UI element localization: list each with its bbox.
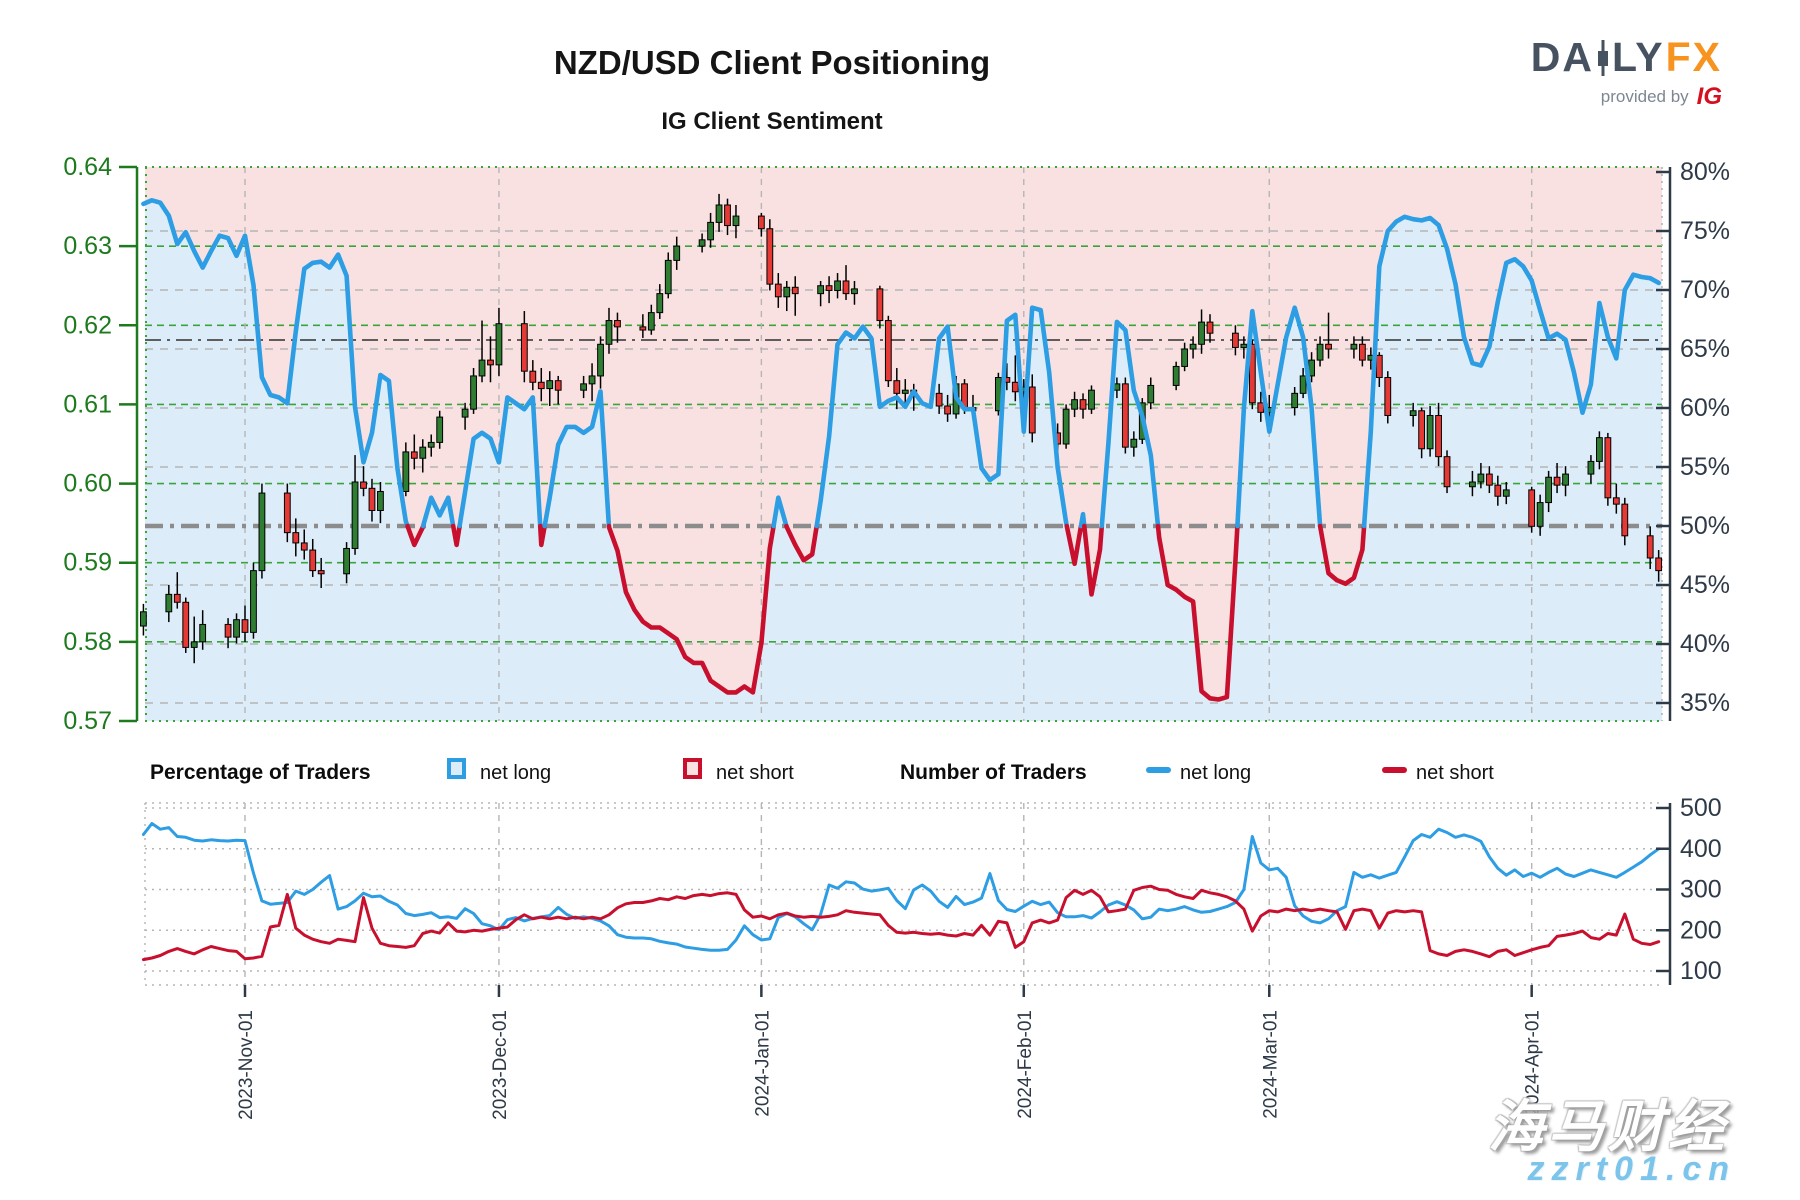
main-chart-background: [145, 167, 1662, 722]
svg-text:0.62: 0.62: [63, 311, 112, 339]
svg-text:2023-Dec-01: 2023-Dec-01: [490, 1010, 511, 1120]
legend-pct-netshort-swatch-icon: [683, 758, 702, 779]
num-netlong-line: [141, 822, 1661, 952]
svg-text:35%: 35%: [1680, 689, 1730, 717]
svg-text:40%: 40%: [1680, 630, 1730, 658]
legend-num-netlong-swatch-icon: [1146, 767, 1171, 773]
svg-text:55%: 55%: [1680, 453, 1730, 481]
svg-text:0.57: 0.57: [63, 707, 112, 735]
svg-text:500: 500: [1680, 794, 1722, 822]
svg-text:0.60: 0.60: [63, 470, 112, 498]
svg-text:2024-Jan-01: 2024-Jan-01: [752, 1010, 773, 1117]
page-title: NZD/USD Client Positioning: [553, 44, 991, 81]
legend-num-netlong-label: net long: [1180, 762, 1252, 784]
svg-text:2024-Apr-01: 2024-Apr-01: [1523, 1010, 1544, 1116]
legend-num-netshort-swatch-icon: [1382, 767, 1407, 773]
svg-text:2024-Mar-01: 2024-Mar-01: [1260, 1010, 1281, 1119]
watermark-cn: 海马财经: [1488, 1095, 1728, 1158]
logo-text-ly: LY: [1611, 34, 1665, 80]
logo-candlestick-icon: [1595, 37, 1611, 79]
net-long-pct-line: [141, 198, 1661, 702]
svg-text:45%: 45%: [1680, 571, 1730, 599]
logo-provided-by: provided by: [1600, 87, 1689, 106]
lower-chart: [141, 802, 1662, 986]
legend-pct-title: Percentage of Traders: [150, 761, 371, 784]
page-subtitle: IG Client Sentiment: [661, 108, 883, 135]
candlesticks: [140, 193, 1663, 664]
svg-text:400: 400: [1680, 835, 1722, 863]
watermark-url: zzrt01.cn: [1527, 1150, 1736, 1188]
svg-text:65%: 65%: [1680, 335, 1730, 363]
svg-text:2023-Nov-01: 2023-Nov-01: [236, 1010, 257, 1120]
legend-pct-netshort-label: net short: [716, 762, 794, 784]
svg-text:75%: 75%: [1680, 217, 1730, 245]
svg-text:0.58: 0.58: [63, 628, 112, 656]
svg-text:0.63: 0.63: [63, 232, 112, 260]
reference-lines: [145, 339, 1662, 529]
logo-text-da: DA: [1530, 34, 1594, 80]
dailyfx-logo: DA LY FX provided by IG: [1531, 34, 1722, 111]
svg-text:200: 200: [1680, 916, 1722, 944]
svg-text:50%: 50%: [1680, 512, 1730, 540]
legend-num-title: Number of Traders: [900, 761, 1087, 784]
svg-text:100: 100: [1680, 957, 1722, 985]
logo-text-fx: FX: [1665, 34, 1722, 80]
num-netshort-line: [141, 884, 1661, 962]
svg-text:70%: 70%: [1680, 276, 1730, 304]
price-axis-left: 0.64 0.63 0.62 0.61 0.60 0.59 0.58 0.57: [63, 153, 139, 735]
svg-text:80%: 80%: [1680, 158, 1730, 186]
legend: Percentage of Traders net long net short…: [0, 755, 1800, 789]
legend-pct-netlong-swatch-icon: [447, 758, 466, 779]
date-axis: 2023-Nov-01 2023-Dec-01 2024-Jan-01 2024-Fe…: [236, 985, 1544, 1120]
legend-pct-netlong-label: net long: [480, 762, 552, 784]
svg-text:300: 300: [1680, 876, 1722, 904]
svg-text:0.61: 0.61: [63, 390, 112, 418]
svg-text:0.64: 0.64: [63, 153, 112, 181]
count-axis-right: 500 400 300 200 100: [1656, 794, 1722, 985]
pct-axis-right: 80% 75% 70% 65% 60% 55% 50% 45% 40% 35%: [1656, 158, 1730, 721]
svg-text:0.59: 0.59: [63, 549, 112, 577]
svg-text:2024-Feb-01: 2024-Feb-01: [1015, 1010, 1036, 1119]
legend-num-netshort-label: net short: [1416, 762, 1494, 784]
ig-logo: IG: [1696, 83, 1722, 110]
svg-text:60%: 60%: [1680, 394, 1730, 422]
